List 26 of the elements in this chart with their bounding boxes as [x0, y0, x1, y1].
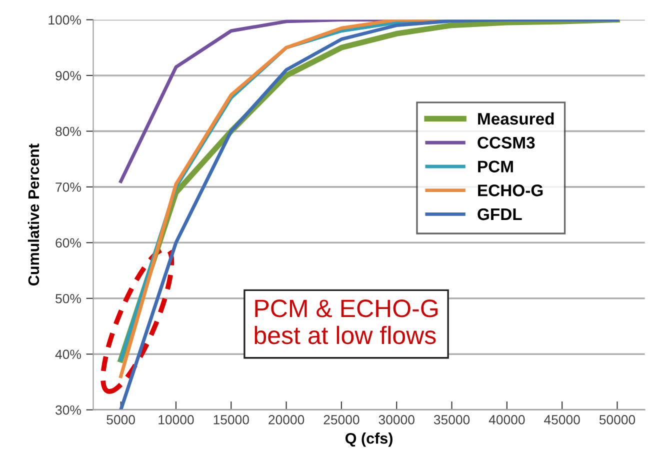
legend-label: PCM — [478, 160, 513, 172]
x-tick-label: 35000 — [434, 415, 470, 424]
y-tick-label: 100% — [48, 15, 81, 25]
y-axis-title: Cumulative Percent — [28, 144, 40, 286]
y-tick-label: 90% — [56, 71, 81, 80]
x-tick-label: 30000 — [378, 415, 414, 424]
y-tick-label: 40% — [55, 350, 81, 360]
x-tick-label: 5000 — [106, 415, 135, 424]
x-axis-title: Q (cfs) — [345, 432, 392, 447]
legend-label: ECHO-G — [478, 184, 543, 196]
y-tick-label: 60% — [56, 238, 81, 248]
legend-label: Measured — [478, 112, 554, 125]
legend-label: GFDL — [478, 208, 522, 220]
y-tick-label: 50% — [56, 294, 81, 304]
y-tick-label: 70% — [56, 182, 81, 192]
x-tick-label: 10000 — [158, 415, 194, 424]
x-tick-label: 45000 — [544, 415, 580, 424]
x-tick-label: 40000 — [488, 415, 525, 424]
y-tick-label: 80% — [56, 126, 81, 136]
legend-label: CCSM3 — [478, 136, 535, 149]
annotation: PCM & ECHO-G best at low flows — [254, 300, 438, 344]
x-tick-label: 20000 — [268, 415, 304, 424]
x-tick-label: 15000 — [214, 415, 249, 424]
y-tick-label: 30% — [56, 405, 81, 415]
x-tick-label: 25000 — [324, 415, 360, 424]
x-tick-label: 50000 — [599, 415, 636, 424]
